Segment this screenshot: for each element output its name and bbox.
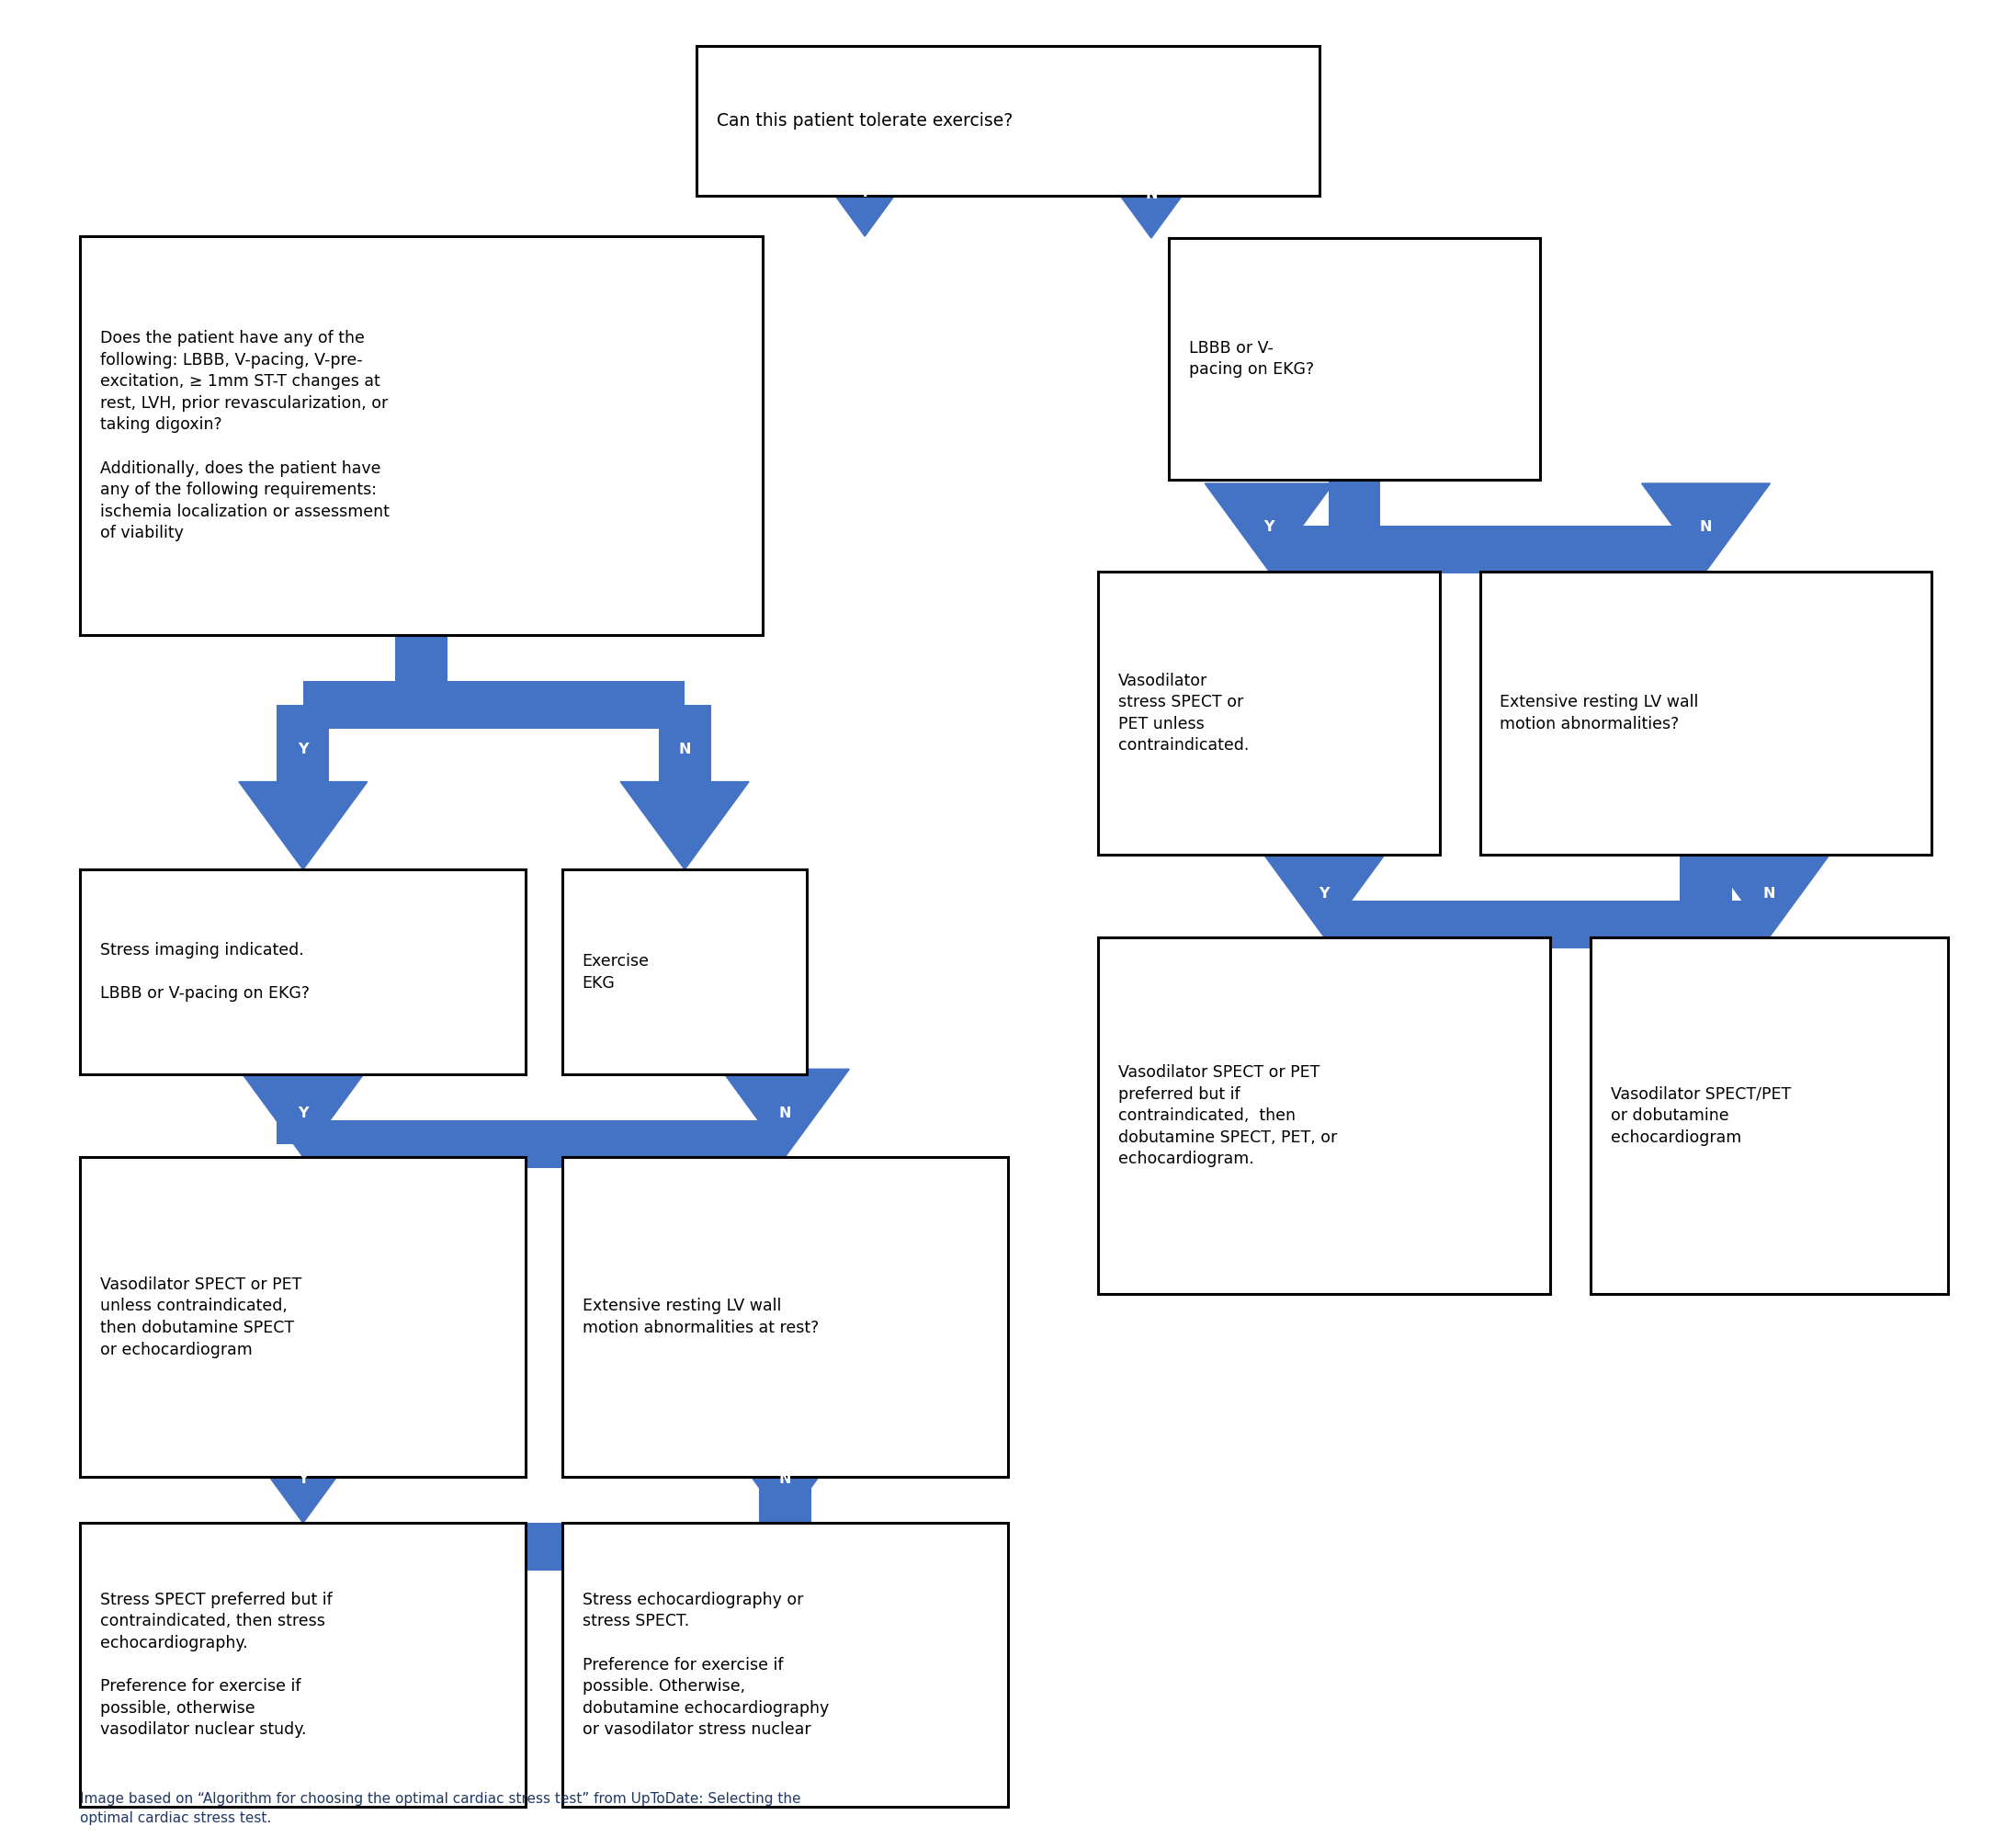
Text: Vasodilator SPECT/PET
or dobutamine
echocardiogram: Vasodilator SPECT/PET or dobutamine echo… [1611, 1086, 1790, 1145]
Text: N: N [679, 743, 691, 755]
FancyBboxPatch shape [758, 1478, 810, 1548]
Text: N: N [1699, 520, 1712, 535]
FancyBboxPatch shape [302, 682, 685, 728]
Polygon shape [800, 149, 929, 237]
Polygon shape [1260, 849, 1389, 937]
FancyBboxPatch shape [1270, 526, 1706, 573]
Polygon shape [722, 1070, 849, 1156]
Polygon shape [238, 1070, 367, 1156]
FancyBboxPatch shape [1099, 572, 1439, 855]
Text: Y: Y [298, 1106, 308, 1119]
Text: N: N [1145, 187, 1157, 200]
Text: N: N [1762, 886, 1776, 901]
FancyBboxPatch shape [562, 869, 806, 1075]
FancyBboxPatch shape [1480, 572, 1931, 855]
FancyBboxPatch shape [1329, 480, 1381, 550]
Text: LBBB or V-
pacing on EKG?: LBBB or V- pacing on EKG? [1189, 340, 1314, 379]
FancyBboxPatch shape [659, 704, 712, 781]
Text: Does the patient have any of the
following: LBBB, V-pacing, V-pre-
excitation, ≥: Does the patient have any of the followi… [101, 331, 389, 542]
Text: Extensive resting LV wall
motion abnormalities?: Extensive resting LV wall motion abnorma… [1500, 695, 1699, 732]
FancyBboxPatch shape [81, 237, 762, 636]
FancyBboxPatch shape [562, 1524, 1008, 1807]
Text: Vasodilator SPECT or PET
unless contraindicated,
then dobutamine SPECT
or echoca: Vasodilator SPECT or PET unless contrain… [101, 1276, 302, 1358]
FancyBboxPatch shape [395, 636, 448, 704]
Text: N: N [778, 1106, 790, 1119]
FancyBboxPatch shape [1325, 901, 1770, 948]
FancyBboxPatch shape [1679, 855, 1732, 925]
Polygon shape [238, 1435, 367, 1524]
Polygon shape [722, 1435, 849, 1524]
Polygon shape [621, 781, 748, 869]
Text: Y: Y [859, 186, 871, 199]
FancyBboxPatch shape [302, 1524, 784, 1571]
FancyBboxPatch shape [1591, 937, 1947, 1294]
Polygon shape [238, 781, 367, 869]
FancyBboxPatch shape [81, 1524, 526, 1807]
Text: Exercise
EKG: Exercise EKG [583, 952, 649, 991]
FancyBboxPatch shape [1099, 937, 1550, 1294]
Text: Vasodilator
stress SPECT or
PET unless
contraindicated.: Vasodilator stress SPECT or PET unless c… [1119, 673, 1250, 754]
Polygon shape [1206, 483, 1333, 572]
FancyBboxPatch shape [1169, 239, 1540, 480]
FancyBboxPatch shape [302, 1121, 784, 1167]
Text: Stress imaging indicated.

LBBB or V-pacing on EKG?: Stress imaging indicated. LBBB or V-paci… [101, 943, 310, 1002]
FancyBboxPatch shape [81, 1156, 526, 1478]
Text: Stress SPECT preferred but if
contraindicated, then stress
echocardiography.

Pr: Stress SPECT preferred but if contraindi… [101, 1592, 333, 1739]
Text: Y: Y [298, 743, 308, 755]
Text: Y: Y [1264, 520, 1274, 535]
Text: Stress echocardiography or
stress SPECT.

Preference for exercise if
possible. O: Stress echocardiography or stress SPECT.… [583, 1592, 829, 1739]
Text: Image based on “Algorithm for choosing the optimal cardiac stress test” from UpT: Image based on “Algorithm for choosing t… [81, 1792, 800, 1825]
Text: Can this patient tolerate exercise?: Can this patient tolerate exercise? [718, 112, 1012, 130]
FancyBboxPatch shape [81, 869, 526, 1075]
Polygon shape [1706, 849, 1833, 937]
Text: Y: Y [298, 1472, 308, 1485]
FancyBboxPatch shape [276, 1075, 329, 1143]
FancyBboxPatch shape [698, 46, 1318, 197]
Polygon shape [1641, 483, 1770, 572]
Text: Y: Y [1318, 886, 1331, 901]
Polygon shape [1087, 151, 1216, 239]
FancyBboxPatch shape [276, 704, 329, 781]
Text: Extensive resting LV wall
motion abnormalities at rest?: Extensive resting LV wall motion abnorma… [583, 1298, 818, 1336]
Text: N: N [778, 1472, 790, 1485]
Text: Vasodilator SPECT or PET
preferred but if
contraindicated,  then
dobutamine SPEC: Vasodilator SPECT or PET preferred but i… [1119, 1064, 1337, 1167]
FancyBboxPatch shape [562, 1156, 1008, 1478]
